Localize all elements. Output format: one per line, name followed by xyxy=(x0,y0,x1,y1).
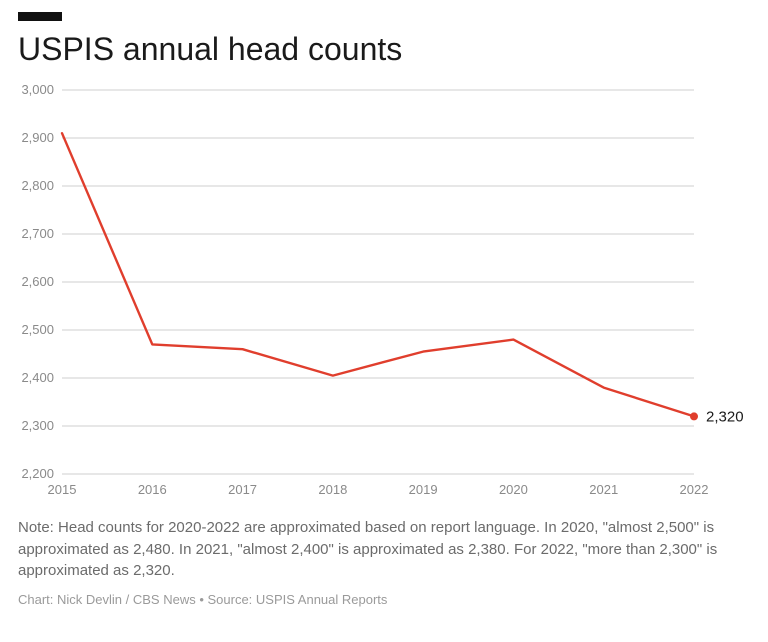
y-tick-label: 3,000 xyxy=(21,82,54,97)
x-tick-label: 2018 xyxy=(318,482,347,497)
accent-bar xyxy=(18,12,62,21)
x-tick-label: 2019 xyxy=(409,482,438,497)
x-tick-label: 2015 xyxy=(48,482,77,497)
x-tick-label: 2017 xyxy=(228,482,257,497)
x-tick-label: 2016 xyxy=(138,482,167,497)
line-chart: 2,200 2,300 2,400 2,500 2,600 2,700 2,800 2,900… xyxy=(18,82,750,507)
chart-svg: 2,200 2,300 2,400 2,500 2,600 2,700 2,800 2,900… xyxy=(18,82,750,502)
y-tick-label: 2,700 xyxy=(21,226,54,241)
y-tick-label: 2,200 xyxy=(21,466,54,481)
end-dot xyxy=(690,412,698,420)
y-tick-label: 2,400 xyxy=(21,370,54,385)
y-tick-label: 2,800 xyxy=(21,178,54,193)
end-label: 2,320 xyxy=(706,408,744,425)
chart-credit: Chart: Nick Devlin / CBS News • Source: … xyxy=(18,592,750,607)
y-tick-label: 2,300 xyxy=(21,418,54,433)
x-tick-label: 2022 xyxy=(680,482,709,497)
y-tick-label: 2,600 xyxy=(21,274,54,289)
y-tick-label: 2,900 xyxy=(21,130,54,145)
chart-title: USPIS annual head counts xyxy=(18,31,750,68)
y-tick-label: 2,500 xyxy=(21,322,54,337)
chart-note: Note: Head counts for 2020-2022 are appr… xyxy=(18,517,750,582)
series-line xyxy=(62,133,694,416)
x-tick-label: 2021 xyxy=(589,482,618,497)
x-tick-label: 2020 xyxy=(499,482,528,497)
